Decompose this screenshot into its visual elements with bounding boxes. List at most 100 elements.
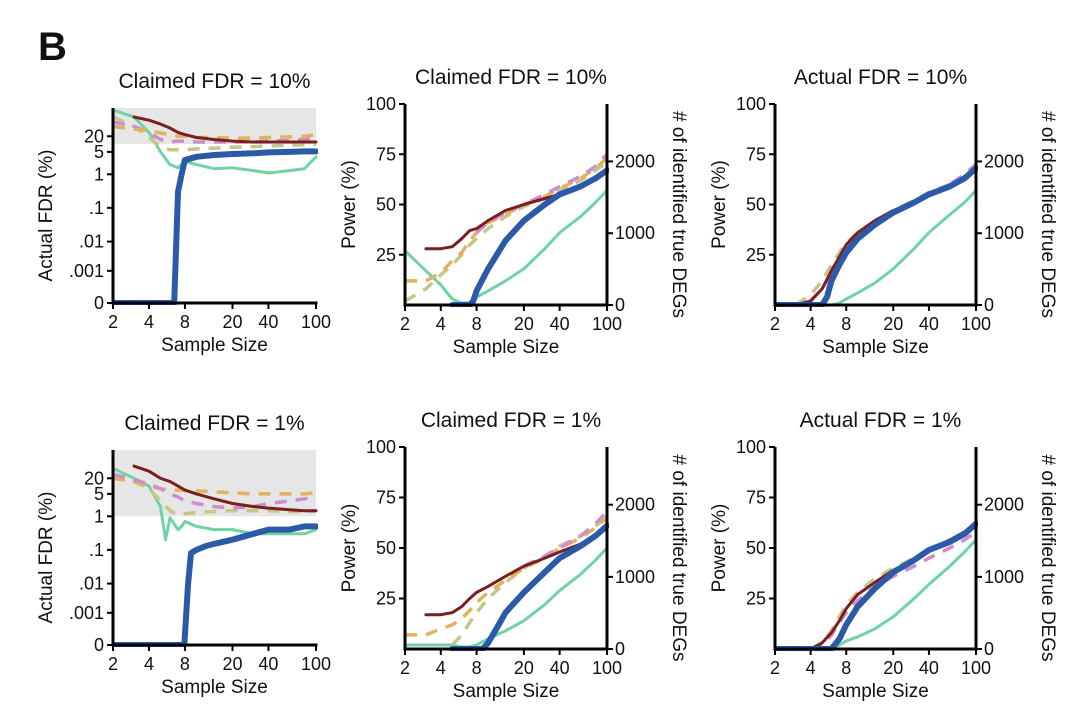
x-tick-label: 100 — [961, 314, 991, 334]
y-tick-label: 100 — [736, 437, 766, 457]
series-line-gold — [113, 476, 317, 496]
y2-tick-label: 0 — [615, 639, 625, 659]
x-tick-label: 2 — [108, 312, 118, 332]
y2-tick-label: 1000 — [984, 567, 1024, 587]
x-tick-label: 4 — [806, 314, 816, 334]
chart-title: Claimed FDR = 10% — [119, 70, 311, 93]
y-axis-label: Actual FDR (%) — [36, 150, 57, 282]
x-tick-label: 4 — [144, 654, 154, 674]
chart-title: Actual FDR = 1% — [800, 409, 962, 432]
y-axis-label: Power (%) — [339, 504, 360, 593]
x-tick-label: 2 — [108, 654, 118, 674]
y2-tick-label: 1000 — [615, 223, 655, 243]
y-tick-label: 50 — [746, 195, 766, 215]
series-line-purple — [113, 472, 317, 510]
y2-tick-label: 0 — [984, 639, 994, 659]
x-tick-label: 2 — [770, 658, 780, 678]
x-tick-label: 8 — [180, 312, 190, 332]
series-line-purple — [523, 510, 609, 568]
y-tick-label: 5 — [94, 142, 104, 162]
x-axis-label: Sample Size — [453, 337, 560, 358]
y2-tick-label: 2000 — [984, 495, 1024, 515]
y-axis-label: Actual FDR (%) — [36, 492, 57, 624]
y-axis-label: Power (%) — [339, 160, 360, 249]
y-tick-label: 20 — [84, 126, 104, 146]
series-group — [775, 520, 978, 651]
x-tick-label: 20 — [514, 658, 534, 678]
y-tick-label: .01 — [79, 232, 104, 252]
x-tick-label: 8 — [841, 314, 851, 334]
series-line-blue — [449, 522, 609, 651]
x-axis-label: Sample Size — [453, 681, 560, 702]
y-tick-label: 100 — [366, 437, 396, 457]
series-line-gold — [405, 156, 609, 283]
x-tick-label: 2 — [400, 314, 410, 334]
x-tick-label: 4 — [436, 314, 446, 334]
x-tick-label: 40 — [258, 654, 278, 674]
series-line-darkred — [794, 168, 978, 307]
y2-tick-label: 1000 — [615, 567, 655, 587]
chart-title: Claimed FDR = 10% — [415, 66, 607, 89]
x-axis-label: Sample Size — [161, 335, 268, 356]
y-axis-label: Power (%) — [709, 504, 730, 593]
y2-tick-label: 2000 — [984, 151, 1024, 171]
y2-tick-label: 2000 — [615, 151, 655, 171]
y-tick-label: 75 — [746, 488, 766, 508]
y-tick-label: .001 — [69, 261, 104, 281]
x-axis-label: Sample Size — [161, 677, 268, 698]
series-line-green — [405, 188, 609, 305]
series-line-purple — [475, 153, 609, 234]
x-tick-label: 40 — [919, 658, 939, 678]
chart-panel-1: Claimed FDR = 10%2 4 8 20 40 1000.001.01.1152… — [36, 70, 331, 356]
y-tick-label: 50 — [376, 195, 396, 215]
y2-tick-label: 1000 — [984, 223, 1024, 243]
y-tick-label: .1 — [89, 540, 104, 560]
chart-panel-4: Claimed FDR = 1%2 4 8 20 40 1000.001.01.11520… — [36, 412, 331, 698]
x-tick-label: 8 — [472, 314, 482, 334]
y-axis-label: Power (%) — [709, 160, 730, 249]
x-tick-label: 8 — [841, 658, 851, 678]
series-line-green — [113, 466, 318, 542]
x-tick-label: 4 — [144, 312, 154, 332]
x-tick-label: 4 — [806, 658, 816, 678]
y2-axis-label: # of identified true DEGs — [1037, 455, 1058, 662]
x-tick-label: 100 — [592, 658, 622, 678]
series-group — [405, 510, 609, 651]
y-tick-label: 0 — [94, 635, 104, 655]
x-tick-label: 40 — [919, 314, 939, 334]
x-tick-label: 100 — [301, 654, 331, 674]
x-tick-label: 100 — [961, 658, 991, 678]
y2-axis-label: # of identified true DEGs — [1037, 111, 1058, 318]
x-tick-label: 20 — [514, 314, 534, 334]
y2-tick-label: 2000 — [615, 495, 655, 515]
y-tick-label: 25 — [376, 589, 396, 609]
x-tick-label: 2 — [770, 314, 780, 334]
series-line-olive — [113, 472, 317, 517]
y-tick-label: .001 — [69, 603, 104, 623]
y2-tick-label: 0 — [615, 295, 625, 315]
y-tick-label: 5 — [94, 484, 104, 504]
x-tick-label: 40 — [550, 658, 570, 678]
y-tick-label: 75 — [376, 488, 396, 508]
y-tick-label: 20 — [84, 468, 104, 488]
chart-title: Claimed FDR = 1% — [124, 412, 304, 435]
x-tick-label: 20 — [883, 658, 903, 678]
series-line-blue — [775, 165, 978, 307]
x-axis-label: Sample Size — [822, 681, 929, 702]
series-group — [775, 162, 978, 307]
y-tick-label: 75 — [376, 144, 396, 164]
series-line-darkred — [132, 464, 318, 513]
x-tick-label: 100 — [592, 314, 622, 334]
y-tick-label: 25 — [376, 245, 396, 265]
series-line-blue — [113, 148, 318, 305]
x-tick-label: 20 — [222, 654, 242, 674]
series-line-olive — [113, 115, 317, 152]
x-tick-label: 20 — [883, 314, 903, 334]
y-tick-label: .01 — [79, 574, 104, 594]
chart-title: Actual FDR = 10% — [794, 66, 967, 89]
y-tick-label: 25 — [746, 589, 766, 609]
series-line-green — [775, 188, 978, 307]
y-tick-label: 0 — [94, 293, 104, 313]
y-tick-label: 25 — [746, 245, 766, 265]
